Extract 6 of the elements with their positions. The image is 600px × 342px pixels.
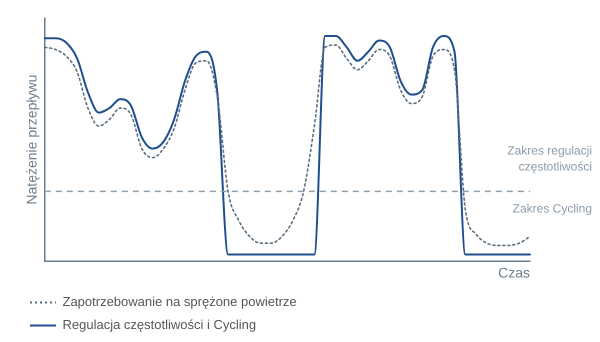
- legend-label: Zapotrzebowanie na sprężone powietrze: [62, 294, 297, 310]
- x-axis-title: Czas: [498, 264, 530, 280]
- annotation: Zakres Cycling: [512, 202, 592, 216]
- annotation: Zakres regulacji częstotliwości: [507, 144, 592, 174]
- y-axis-title: Natężenie przepływu: [23, 74, 40, 205]
- legend-label: Regulacja częstotliwości i Cycling: [62, 317, 256, 332]
